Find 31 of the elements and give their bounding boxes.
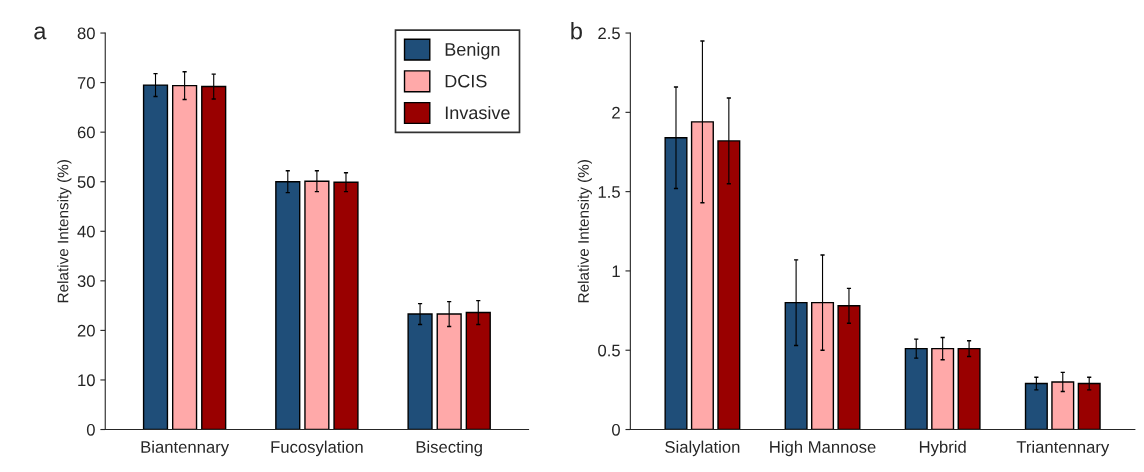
y-tick-label: 80 bbox=[77, 27, 95, 40]
x-tick-label: High Mannose bbox=[770, 440, 876, 457]
y-tick-label: 2 bbox=[612, 106, 620, 119]
y-tick-label: 70 bbox=[77, 77, 95, 89]
y-tick-label: 60 bbox=[77, 126, 95, 139]
x-tick-label: Biantennary bbox=[141, 440, 230, 457]
y-tick-label: 1 bbox=[612, 265, 620, 277]
y-tick-label: 30 bbox=[77, 275, 95, 288]
bar bbox=[1077, 382, 1101, 430]
chart-title: a bbox=[34, 26, 47, 40]
y-axis-title: Relative Intensity (%) bbox=[57, 160, 72, 303]
legend-label: DCIS bbox=[445, 74, 487, 88]
x-tick-label: Fucosylation bbox=[271, 440, 363, 457]
y-tick-label: 2.5 bbox=[598, 27, 620, 40]
x-tick-label: Hybrid bbox=[919, 440, 966, 457]
y-tick-label: 0 bbox=[86, 423, 95, 436]
chart-title: b bbox=[571, 22, 582, 40]
y-tick-label: 0 bbox=[612, 423, 620, 436]
x-tick-label: Triantennary bbox=[1016, 440, 1110, 457]
y-tick-label: 40 bbox=[77, 225, 95, 238]
bar bbox=[1024, 382, 1048, 430]
x-tick-label: Bisecting bbox=[416, 440, 482, 457]
legend-label: Benign bbox=[445, 42, 500, 60]
y-tick-label: 1.5 bbox=[598, 186, 620, 198]
y-tick-label: 0.5 bbox=[598, 344, 620, 357]
y-tick-label: 10 bbox=[78, 374, 95, 387]
y-tick-label: 20 bbox=[77, 324, 95, 337]
legend-label: Invasive bbox=[445, 105, 510, 120]
y-axis-title: Relative Intensity (%) bbox=[577, 160, 592, 303]
y-tick-label: 50 bbox=[77, 176, 95, 188]
x-tick-label: Sialylation bbox=[665, 440, 740, 457]
